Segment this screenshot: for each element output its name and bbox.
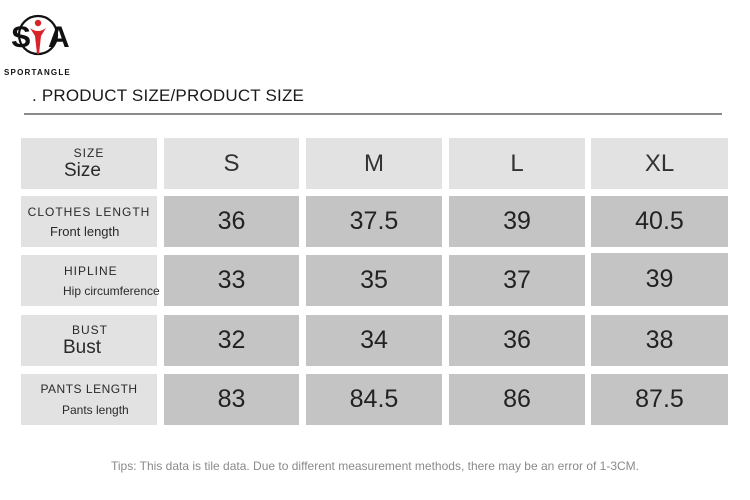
row-label-top: PANTS LENGTH — [40, 382, 138, 396]
figure-body-icon — [30, 28, 46, 54]
value-cell: 36 — [449, 315, 585, 366]
value-cell: 86 — [449, 374, 585, 425]
tips-note: Tips: This data is tile data. Due to dif… — [110, 459, 640, 473]
title-divider — [24, 113, 722, 115]
size-header-label: SIZE Size — [21, 138, 157, 189]
figure-head-icon — [34, 19, 42, 27]
value-cell: 32 — [164, 315, 299, 366]
page-title: . PRODUCT SIZE/PRODUCT SIZE — [32, 86, 305, 105]
value-cell: 33 — [164, 255, 299, 306]
row-label-top: BUST — [72, 322, 109, 337]
size-header-m: M — [306, 138, 442, 189]
value-cell: 34 — [306, 315, 442, 366]
row-label-hipline: HIPLINE Hip circumference — [21, 255, 160, 306]
row-label-bust: BUST Bust — [21, 315, 157, 366]
value-cell: 40.5 — [591, 196, 728, 247]
value-cell: 39 — [449, 196, 585, 247]
row-label-pants-length: PANTS LENGTH Pants length — [21, 374, 157, 425]
row-label-top: CLOTHES LENGTH — [27, 204, 151, 219]
brand-name: SPORTANGLE — [4, 68, 71, 77]
row-label-bottom: Pants length — [62, 403, 129, 417]
size-header-xl: XL — [591, 138, 728, 189]
value-cell: 38 — [591, 315, 728, 366]
logo-letter-a: A — [48, 21, 70, 54]
logo-letter-s: S — [11, 21, 31, 54]
value-cell: 39 — [591, 253, 728, 306]
value-cell: 36 — [164, 196, 299, 247]
row-label-bottom: Front length — [50, 223, 120, 239]
row-label-bottom: Bust — [63, 336, 102, 358]
value-cell: 84.5 — [306, 374, 442, 425]
sportangle-logo-icon: S A — [11, 14, 70, 56]
value-cell: 35 — [306, 255, 442, 306]
value-cell: 87.5 — [591, 374, 728, 425]
size-header-s: S — [164, 138, 299, 189]
value-cell: 37 — [449, 255, 585, 306]
brand-logo: S A SPORTANGLE — [4, 10, 84, 77]
row-label-clothes-length: CLOTHES LENGTH Front length — [21, 196, 157, 247]
size-header-l: L — [449, 138, 585, 189]
row-label-top: HIPLINE — [64, 263, 118, 278]
value-cell: 83 — [164, 374, 299, 425]
row-label-bottom: Hip circumference — [63, 283, 160, 298]
value-cell: 37.5 — [306, 196, 442, 247]
size-header-label-top: SIZE — [73, 145, 105, 160]
size-header-label-bottom: Size — [64, 159, 101, 181]
